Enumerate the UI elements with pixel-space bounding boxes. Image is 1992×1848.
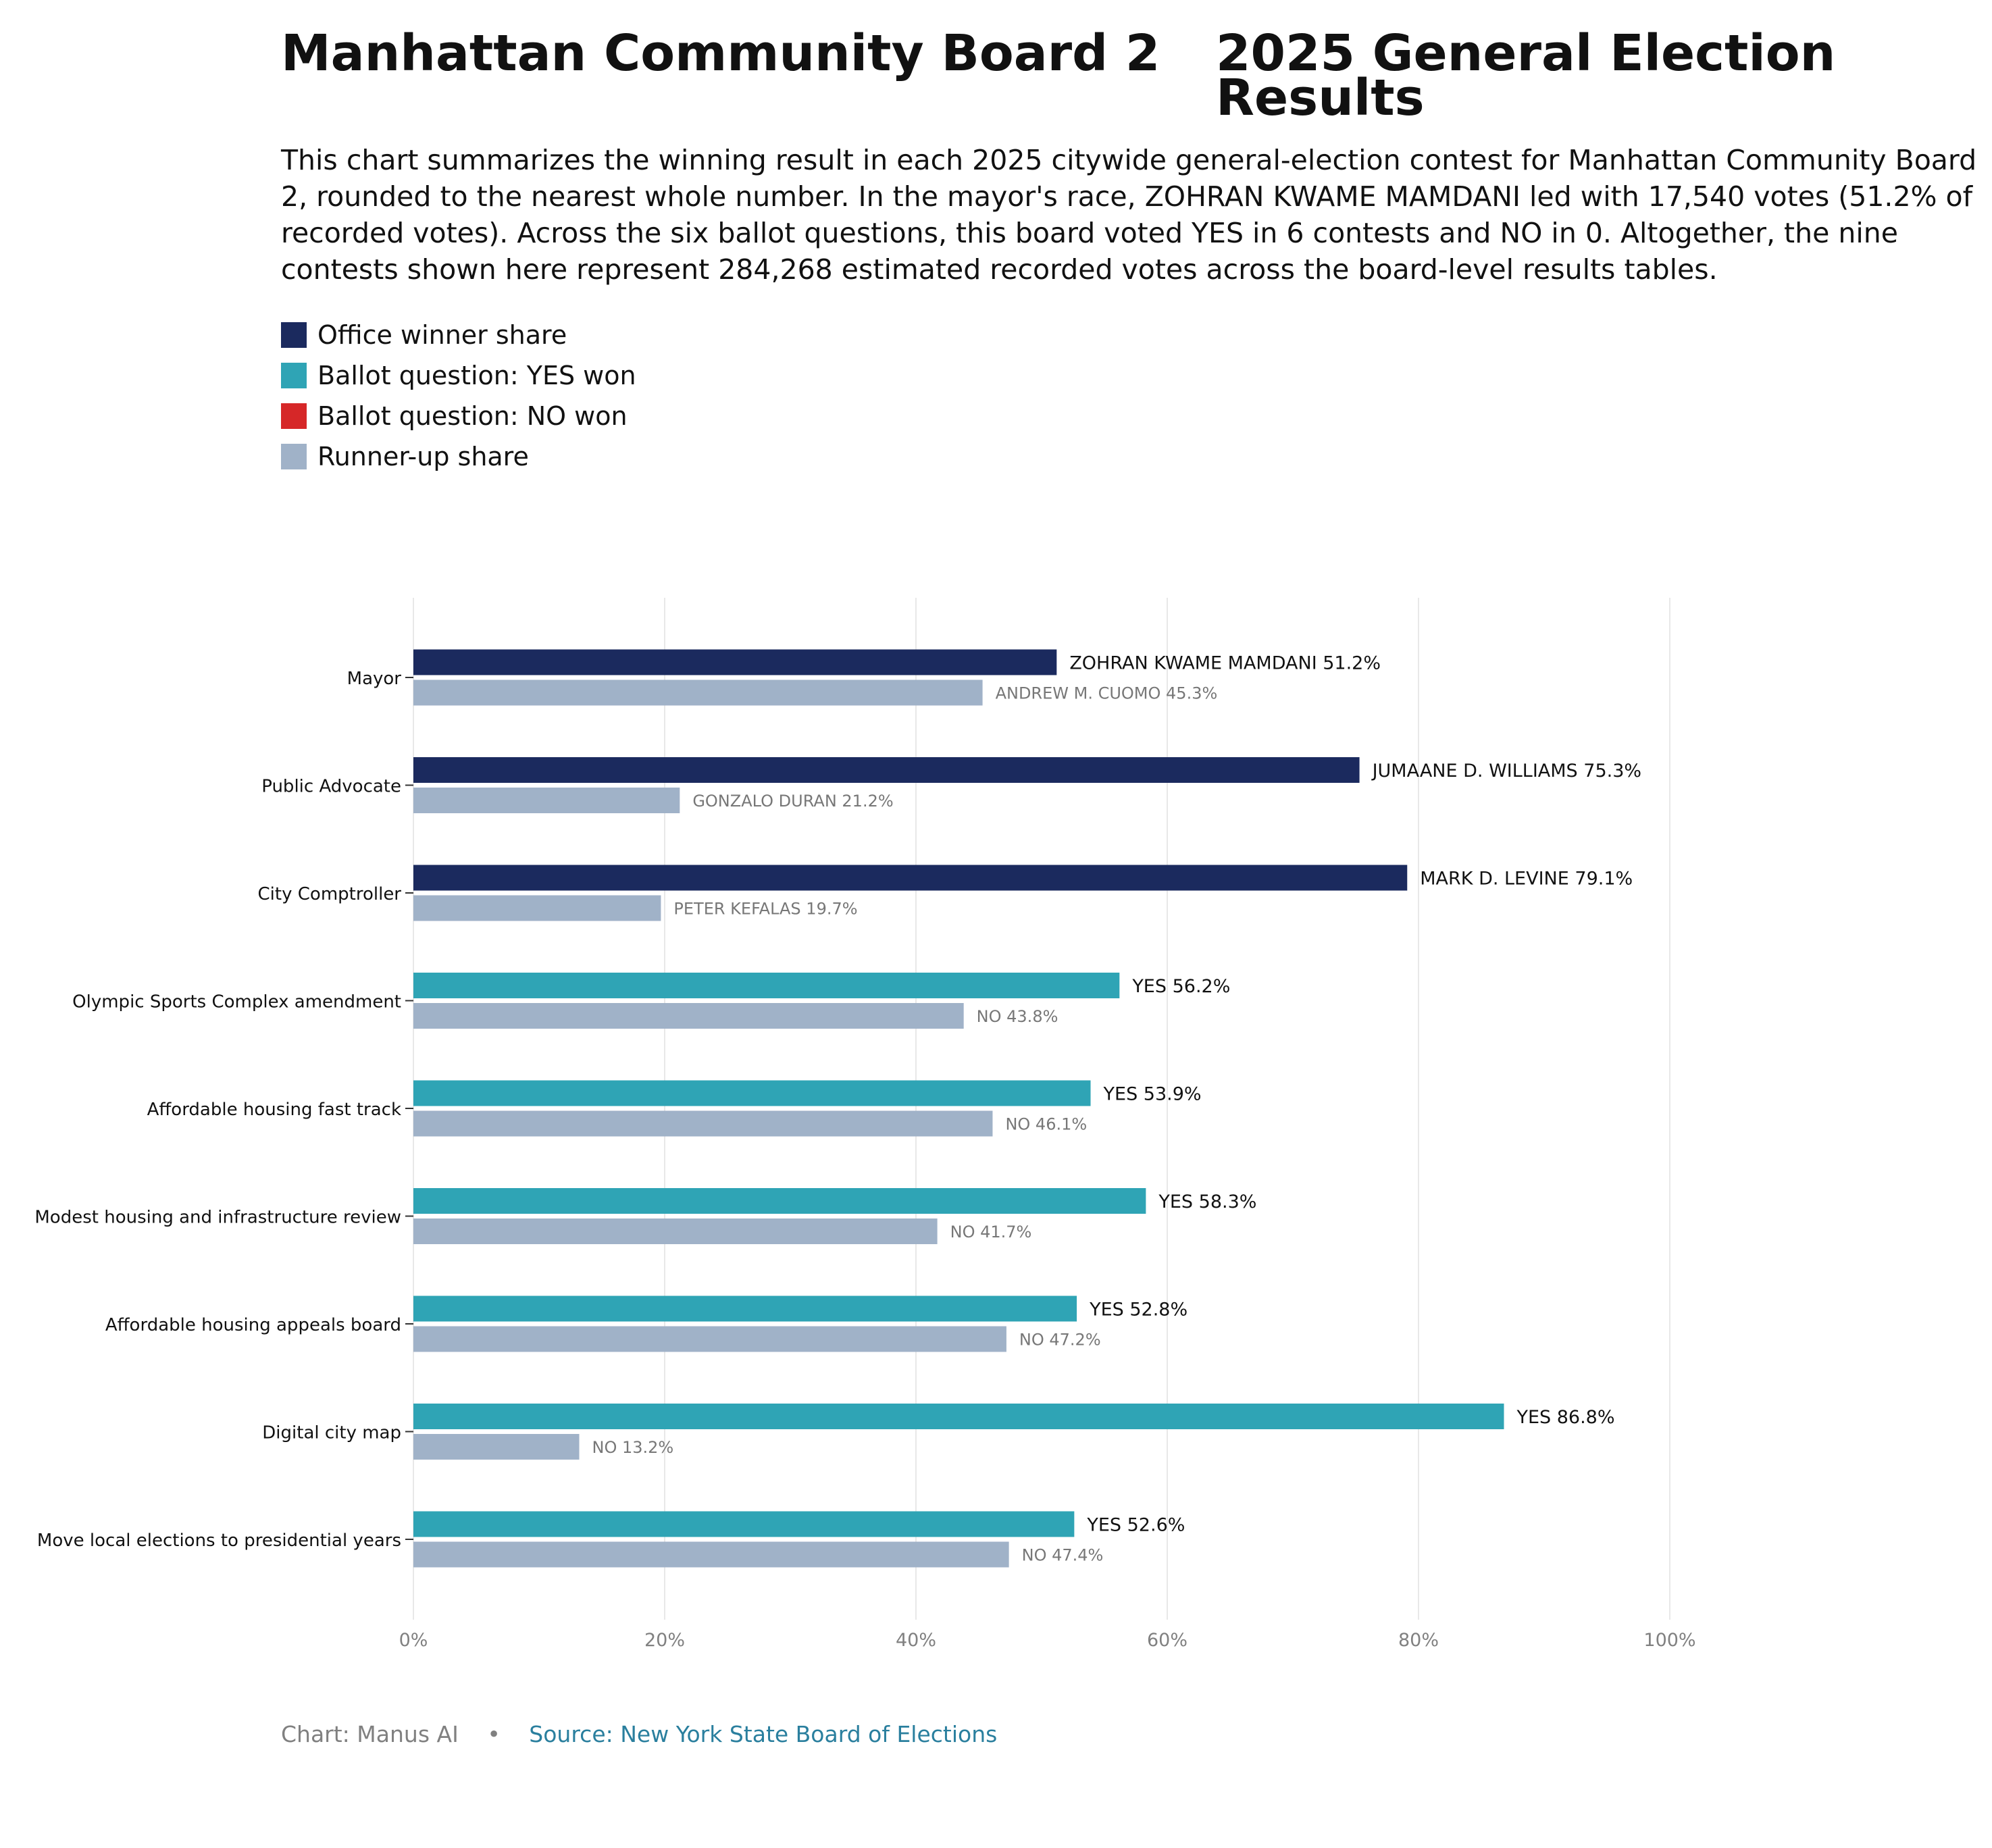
- category-label: Olympic Sports Complex amendment: [72, 992, 401, 1012]
- runner-up-label: NO 13.2%: [592, 1438, 674, 1457]
- winner-bar: [413, 973, 1120, 998]
- x-tick-label: 60%: [1147, 1630, 1187, 1651]
- legend: Office winner share Ballot question: YES…: [281, 315, 636, 477]
- chart-title-secondary: 2025 General Election Results: [1216, 24, 1836, 127]
- winner-label: YES 52.8%: [1089, 1300, 1187, 1320]
- x-tick-label: 0%: [399, 1630, 428, 1651]
- winner-label: MARK D. LEVINE 79.1%: [1420, 869, 1633, 890]
- winner-label: JUMAANE D. WILLIAMS 75.3%: [1371, 761, 1641, 781]
- legend-swatch-runner-up: [281, 444, 307, 469]
- winner-label: YES 52.6%: [1086, 1515, 1185, 1536]
- runner-up-bar: [413, 1326, 1006, 1352]
- chart-subtitle: This chart summarizes the winning result…: [281, 144, 1977, 286]
- legend-swatch-yes-won: [281, 363, 307, 388]
- legend-label: Runner-up share: [317, 442, 529, 471]
- runner-up-bar: [413, 788, 680, 813]
- runner-up-label: NO 46.1%: [1005, 1115, 1087, 1134]
- runner-up-bar: [413, 1110, 993, 1137]
- legend-item-office-winner: Office winner share: [281, 315, 636, 355]
- winner-bar: [413, 1188, 1146, 1214]
- runner-up-bar: [413, 895, 661, 921]
- winner-bar: [413, 1404, 1504, 1429]
- x-tick-label: 20%: [644, 1630, 685, 1651]
- x-tick-label: 40%: [896, 1630, 936, 1651]
- legend-swatch-office-winner: [281, 322, 307, 348]
- winner-label: YES 86.8%: [1516, 1407, 1614, 1428]
- runner-up-bar: [413, 1218, 938, 1244]
- runner-up-label: NO 47.2%: [1019, 1331, 1101, 1350]
- category-label: Mayor: [347, 669, 402, 689]
- runner-up-label: NO 41.7%: [950, 1223, 1032, 1241]
- category-label: Move local elections to presidential yea…: [37, 1531, 401, 1551]
- legend-item-yes-won: Ballot question: YES won: [281, 355, 636, 396]
- legend-swatch-no-won: [281, 403, 307, 429]
- category-label: Affordable housing fast track: [147, 1100, 401, 1120]
- runner-up-bar: [413, 1003, 964, 1029]
- category-label: Modest housing and infrastructure review: [34, 1208, 401, 1228]
- category-label: City Comptroller: [258, 884, 402, 904]
- footer: Chart: Manus AI • Source: New York State…: [281, 1721, 997, 1747]
- runner-up-label: NO 43.8%: [977, 1007, 1058, 1026]
- category-label: Affordable housing appeals board: [105, 1315, 401, 1335]
- legend-label: Ballot question: YES won: [317, 361, 636, 390]
- runner-up-bar: [413, 1541, 1009, 1568]
- chart-credit: Chart: Manus AI: [281, 1721, 459, 1747]
- winner-bar: [413, 1511, 1075, 1537]
- winner-bar: [413, 1080, 1091, 1106]
- winner-bar: [413, 757, 1360, 783]
- winner-label: YES 53.9%: [1103, 1084, 1202, 1105]
- runner-up-label: NO 47.4%: [1022, 1546, 1104, 1565]
- winner-label: YES 58.3%: [1158, 1191, 1256, 1212]
- category-label: Public Advocate: [261, 777, 401, 797]
- runner-up-label: ANDREW M. CUOMO 45.3%: [996, 684, 1218, 703]
- runner-up-bar: [413, 1434, 580, 1460]
- legend-label: Ballot question: NO won: [317, 401, 628, 431]
- legend-label: Office winner share: [317, 320, 567, 350]
- winner-bar: [413, 865, 1408, 891]
- category-label: Digital city map: [262, 1423, 401, 1443]
- x-tick-label: 80%: [1398, 1630, 1439, 1651]
- runner-up-label: PETER KEFALAS 19.7%: [673, 900, 857, 919]
- winner-bar: [413, 1295, 1077, 1322]
- runner-up-label: GONZALO DURAN 21.2%: [692, 792, 893, 811]
- winner-label: ZOHRAN KWAME MAMDANI 51.2%: [1069, 653, 1381, 674]
- runner-up-bar: [413, 679, 983, 706]
- chart-title: Manhattan Community Board 2: [281, 24, 1160, 82]
- legend-item-no-won: Ballot question: NO won: [281, 396, 636, 436]
- winner-bar: [413, 649, 1057, 675]
- winner-label: YES 56.2%: [1131, 976, 1230, 997]
- source-link[interactable]: Source: New York State Board of Election…: [529, 1721, 998, 1747]
- footer-separator: •: [487, 1721, 501, 1747]
- legend-item-runner-up: Runner-up share: [281, 436, 636, 477]
- x-tick-label: 100%: [1643, 1630, 1695, 1651]
